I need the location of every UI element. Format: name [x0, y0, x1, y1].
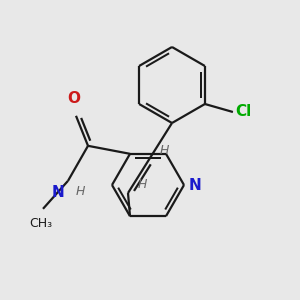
- Text: H: H: [76, 185, 86, 198]
- Text: H: H: [159, 143, 169, 157]
- Text: O: O: [68, 91, 80, 106]
- Text: N: N: [189, 178, 202, 193]
- Text: Cl: Cl: [235, 104, 251, 119]
- Text: CH₃: CH₃: [29, 217, 52, 230]
- Text: H: H: [137, 178, 147, 191]
- Text: N: N: [51, 185, 64, 200]
